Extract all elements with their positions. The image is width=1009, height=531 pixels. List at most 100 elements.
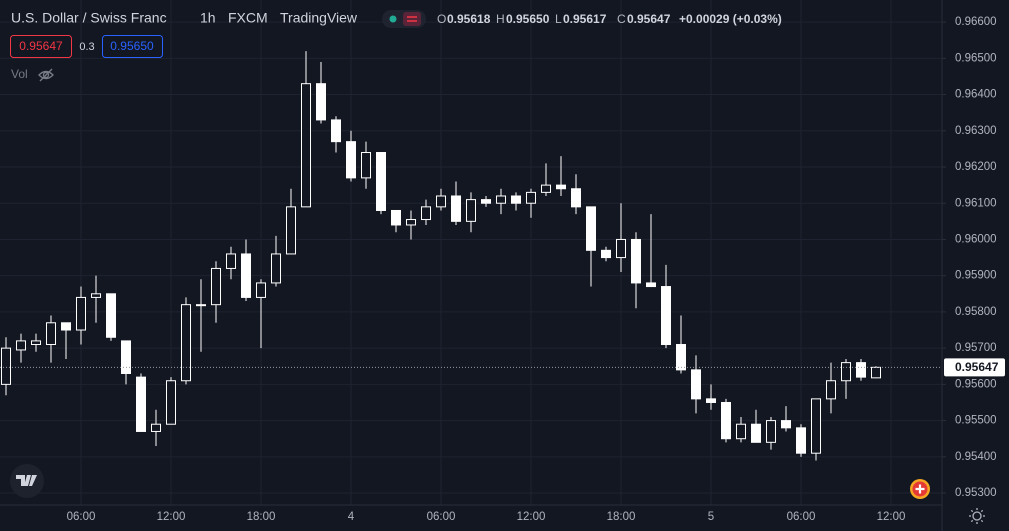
candle-body — [406, 219, 416, 226]
ohlc-value: 0.95647 — [627, 12, 671, 26]
hide-volume-icon[interactable] — [38, 68, 54, 82]
candle-body — [1, 347, 11, 385]
y-tick-label: 0.95600 — [955, 378, 997, 390]
x-tick-label: 12:00 — [157, 511, 186, 523]
y-tick-label: 0.95700 — [955, 342, 997, 354]
candle-body — [331, 119, 341, 143]
gear-center — [972, 511, 982, 521]
candle-body — [301, 83, 311, 208]
candle-body — [391, 209, 401, 226]
ask: 0.95650 — [110, 39, 154, 53]
candle-body — [31, 340, 41, 346]
ohlc-value: 0.95617 — [563, 12, 607, 26]
last-price-box — [944, 358, 1005, 377]
alert-cross — [915, 484, 925, 494]
ohlc-legend: O 0.95618 H 0.95650 L 0.95617 C 0.95647 — [437, 12, 671, 26]
interval[interactable]: 1h — [200, 10, 216, 26]
candle-body — [271, 253, 281, 284]
candle-body — [226, 253, 236, 269]
candle-body — [496, 195, 506, 204]
y-tick-label: 0.95900 — [955, 270, 997, 282]
candle-body — [421, 206, 431, 221]
candle-body — [151, 423, 161, 432]
candle-body — [841, 362, 851, 382]
y-tick-label: 0.96600 — [955, 16, 997, 28]
ohlc-key: O — [437, 12, 446, 26]
candle-body — [166, 380, 176, 425]
candle-body — [601, 249, 611, 259]
exchange: FXCM — [228, 10, 268, 26]
candle-body — [796, 427, 806, 454]
candle-body — [181, 304, 191, 382]
candles — [1, 51, 881, 461]
candle-body — [541, 184, 551, 193]
y-tick-label: 0.95300 — [955, 487, 997, 499]
x-tick-label: 12:00 — [877, 511, 906, 523]
candle-body — [631, 238, 641, 284]
x-tick-label: 06:00 — [427, 511, 456, 523]
candle-body — [826, 380, 836, 400]
candle-body — [661, 286, 671, 346]
candle-body — [736, 423, 746, 440]
candle-body — [751, 423, 761, 443]
candle-body — [871, 366, 881, 379]
candle-body — [511, 195, 521, 204]
eye-pupil — [42, 71, 50, 79]
ohlc-value: 0.95650 — [506, 12, 550, 26]
candle-body — [451, 195, 461, 222]
change: +0.00029 (+0.03%) — [679, 12, 782, 26]
candle-body — [721, 401, 731, 440]
candle-body — [61, 322, 71, 331]
y-tick-label: 0.96200 — [955, 161, 997, 173]
logo[interactable] — [10, 464, 44, 498]
candle-body — [706, 398, 716, 403]
x-tick-label: 18:00 — [247, 511, 276, 523]
y-tick-label: 0.95400 — [955, 451, 997, 463]
symbol: U.S. Dollar / Swiss Franc — [11, 10, 167, 26]
candle-body — [466, 199, 476, 222]
ohlc-value: 0.95618 — [447, 12, 491, 26]
candle-body — [781, 420, 791, 429]
candle-body — [856, 362, 866, 378]
candle-body — [646, 282, 656, 288]
grid — [0, 0, 942, 505]
x-tick-label: 12:00 — [517, 511, 546, 523]
bid: 0.95647 — [19, 39, 63, 53]
candle-body — [256, 282, 266, 298]
volume-label: Vol — [11, 67, 28, 81]
candle-body — [766, 420, 776, 443]
spread: 0.3 — [79, 41, 94, 53]
market-status[interactable] — [382, 10, 426, 28]
candle-body — [106, 293, 116, 338]
settings-icon[interactable] — [969, 508, 985, 524]
candle-body — [811, 398, 821, 454]
candle-body — [286, 206, 296, 255]
candle-body — [586, 206, 596, 251]
y-tick-label: 0.95800 — [955, 306, 997, 318]
eye-slash — [39, 68, 53, 82]
status-icon — [407, 16, 417, 22]
y-tick-label: 0.96400 — [955, 89, 997, 101]
axes: 0.96600 0.96500 0.96400 0.96300 0.96200 0.961… — [0, 16, 1005, 523]
x-tick-label: 4 — [348, 511, 355, 523]
y-tick-label: 0.96300 — [955, 125, 997, 137]
status-dot — [389, 15, 397, 23]
x-tick-label: 06:00 — [787, 511, 816, 523]
candle-body — [556, 184, 566, 190]
x-tick-label: 5 — [708, 511, 714, 523]
gear-teeth — [969, 508, 985, 524]
candle-body — [241, 253, 251, 298]
ask-box[interactable] — [102, 35, 163, 58]
candle-body — [76, 296, 86, 331]
bid-box[interactable] — [10, 35, 72, 58]
alert-icon[interactable] — [910, 479, 930, 499]
logo-mark — [16, 475, 37, 486]
y-tick-label: 0.96100 — [955, 197, 997, 209]
y-tick-label: 0.96500 — [955, 52, 997, 64]
ohlc-key: H — [496, 12, 505, 26]
candle-body — [436, 195, 446, 208]
candle-body — [571, 188, 581, 208]
candle-body — [136, 376, 146, 432]
last-price-label: 0.95647 — [955, 360, 999, 374]
